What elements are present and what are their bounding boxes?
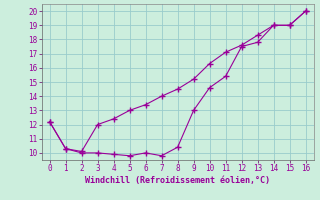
- X-axis label: Windchill (Refroidissement éolien,°C): Windchill (Refroidissement éolien,°C): [85, 176, 270, 185]
